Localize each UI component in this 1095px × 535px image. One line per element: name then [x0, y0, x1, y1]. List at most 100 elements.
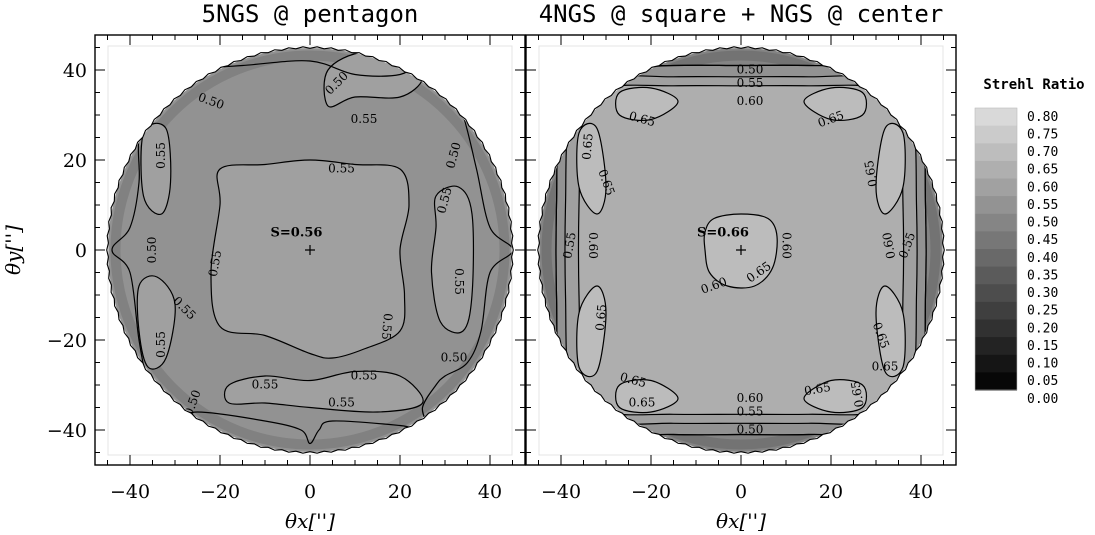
- colorbar-label: 0.25: [1027, 304, 1058, 319]
- colorbar-label: 0.40: [1027, 251, 1058, 266]
- contour-labels-left: 0.500.500.550.500.55 0.550.550.50 0.550.55…: [145, 69, 467, 418]
- contour-label-13: 0.50: [441, 351, 468, 365]
- x-axis-title-right: θx['']: [716, 509, 766, 533]
- y-axis-title: θy['']: [1, 225, 25, 275]
- x-tick-label: −20: [200, 481, 240, 503]
- colorbar-label: 0.65: [1027, 163, 1058, 178]
- colorbar-band-0: [975, 108, 1017, 127]
- contour-label-22: 0.60: [737, 391, 764, 405]
- contour-label-0: 0.50: [737, 63, 764, 77]
- y-tick-label: −40: [47, 420, 87, 442]
- y-tick-label: −20: [47, 330, 87, 352]
- contour-label-21: 0.65: [848, 380, 866, 409]
- center-marker: [305, 245, 315, 255]
- colorbar-frame: [974, 107, 1018, 391]
- strehl-annotation: S=0.56: [271, 226, 323, 241]
- contour-region-0: [210, 159, 410, 359]
- outside-field-mask: [526, 35, 956, 465]
- contour-label-7: 0.50: [145, 237, 159, 264]
- contour-label-23: 0.55: [737, 405, 764, 419]
- contour-label-15: 0.65: [593, 304, 609, 332]
- contour-region-9: [615, 379, 679, 414]
- contour-label-20: 0.65: [803, 380, 832, 398]
- y-tick-label: 40: [63, 60, 87, 82]
- outside-field-mask: [95, 35, 525, 465]
- chart-title-left: 5NGS @ pentagon: [202, 0, 419, 28]
- contour-panel-right: 0.500.550.600.65 0.650.650.65 0.650.55 0.60…: [526, 35, 956, 465]
- contour-label-17: 0.65: [872, 360, 899, 374]
- contour-region-4: [803, 86, 868, 121]
- colorbar-band-6: [975, 213, 1017, 232]
- colorbar-band-9: [975, 266, 1017, 285]
- x-tick-label: 0: [735, 481, 747, 503]
- contour-label-4: 0.55: [154, 142, 168, 169]
- colorbar-label: 0.45: [1027, 233, 1058, 248]
- strehl-annotation: S=0.66: [697, 226, 749, 241]
- contour-label-11: 0.55: [379, 313, 395, 341]
- contour-label-10: 0.60: [780, 232, 794, 259]
- contour-label-18: 0.65: [618, 370, 647, 390]
- colorbar: Strehl Ratio 0.80 0.75 0.70 0.65 0.60 0.55 0.5…: [974, 77, 1085, 407]
- field-edge-circle: [537, 46, 945, 454]
- x-tick-label: 20: [819, 481, 843, 503]
- colorbar-label: 0.50: [1027, 216, 1058, 231]
- colorbar-label: 0.75: [1027, 127, 1058, 142]
- chart-title-right: 4NGS @ square + NGS @ center: [539, 0, 944, 28]
- colorbar-label: 0.70: [1027, 145, 1058, 160]
- colorbar-label: 0.10: [1027, 357, 1058, 372]
- colorbar-label: 0.30: [1027, 286, 1058, 301]
- x-tick-label: −40: [110, 481, 150, 503]
- x-axis-title-left: θx['']: [285, 509, 335, 533]
- colorbar-label: 0.05: [1027, 374, 1058, 389]
- colorbar-label: 0.00: [1027, 392, 1058, 407]
- y-tick-label: 0: [75, 240, 87, 262]
- colorbar-band-13: [975, 337, 1017, 356]
- contour-label-14: 0.55: [351, 369, 378, 383]
- colorbar-band-15: [975, 372, 1017, 391]
- contour-region-8: [875, 285, 906, 378]
- contour-region-3: [615, 86, 679, 121]
- x-tick-label: 20: [388, 481, 412, 503]
- edge-gradient-ring: [110, 50, 510, 450]
- x-tick-label: 40: [909, 481, 933, 503]
- contour-label-3: 0.65: [627, 109, 656, 129]
- contour-label-11: 0.60: [880, 231, 898, 260]
- colorbar-label: 0.60: [1027, 180, 1058, 195]
- colorbar-band-14: [975, 354, 1017, 373]
- contour-region-5: [576, 122, 607, 215]
- contour-label-6: 0.55: [434, 186, 454, 215]
- colorbar-label: 0.35: [1027, 268, 1058, 283]
- contour-label-19: 0.65: [629, 396, 656, 410]
- x-tick-label: 0: [304, 481, 316, 503]
- x-tick-label: 40: [478, 481, 502, 503]
- colorbar-label: 0.15: [1027, 339, 1058, 354]
- colorbar-band-2: [975, 143, 1017, 162]
- colorbar-band-4: [975, 178, 1017, 197]
- contour-label-1: 0.55: [737, 76, 764, 90]
- center-marker: [736, 245, 746, 255]
- contour-label-9: 0.55: [452, 268, 466, 295]
- contour-region-10: [803, 379, 868, 414]
- contour-label-9: 0.60: [586, 232, 600, 259]
- contour-region-7: [576, 285, 607, 378]
- colorbar-title: Strehl Ratio: [983, 77, 1084, 93]
- contour-label-3: 0.50: [443, 141, 463, 170]
- edge-gradient-ring: [541, 50, 941, 450]
- colorbar-band-10: [975, 284, 1017, 303]
- contour-label-12: 0.55: [154, 331, 168, 358]
- colorbar-band-8: [975, 249, 1017, 268]
- contour-label-7: 0.65: [862, 159, 880, 188]
- contour-label-5: 0.65: [579, 133, 595, 161]
- field-edge-left: [95, 35, 525, 465]
- contour-label-8: 0.55: [206, 249, 224, 278]
- colorbar-label: 0.55: [1027, 198, 1058, 213]
- colorbar-band-12: [975, 319, 1017, 338]
- contour-region-4: [136, 275, 176, 370]
- contour-panel-left: 0.500.500.550.500.55 0.550.550.50 0.550.55…: [95, 35, 525, 465]
- colorbar-band-7: [975, 231, 1017, 250]
- contour-label-2: 0.60: [737, 94, 764, 108]
- x-tick-label: −20: [631, 481, 671, 503]
- contour-label-8: 0.55: [560, 231, 578, 260]
- contour-label-2: 0.55: [351, 112, 378, 126]
